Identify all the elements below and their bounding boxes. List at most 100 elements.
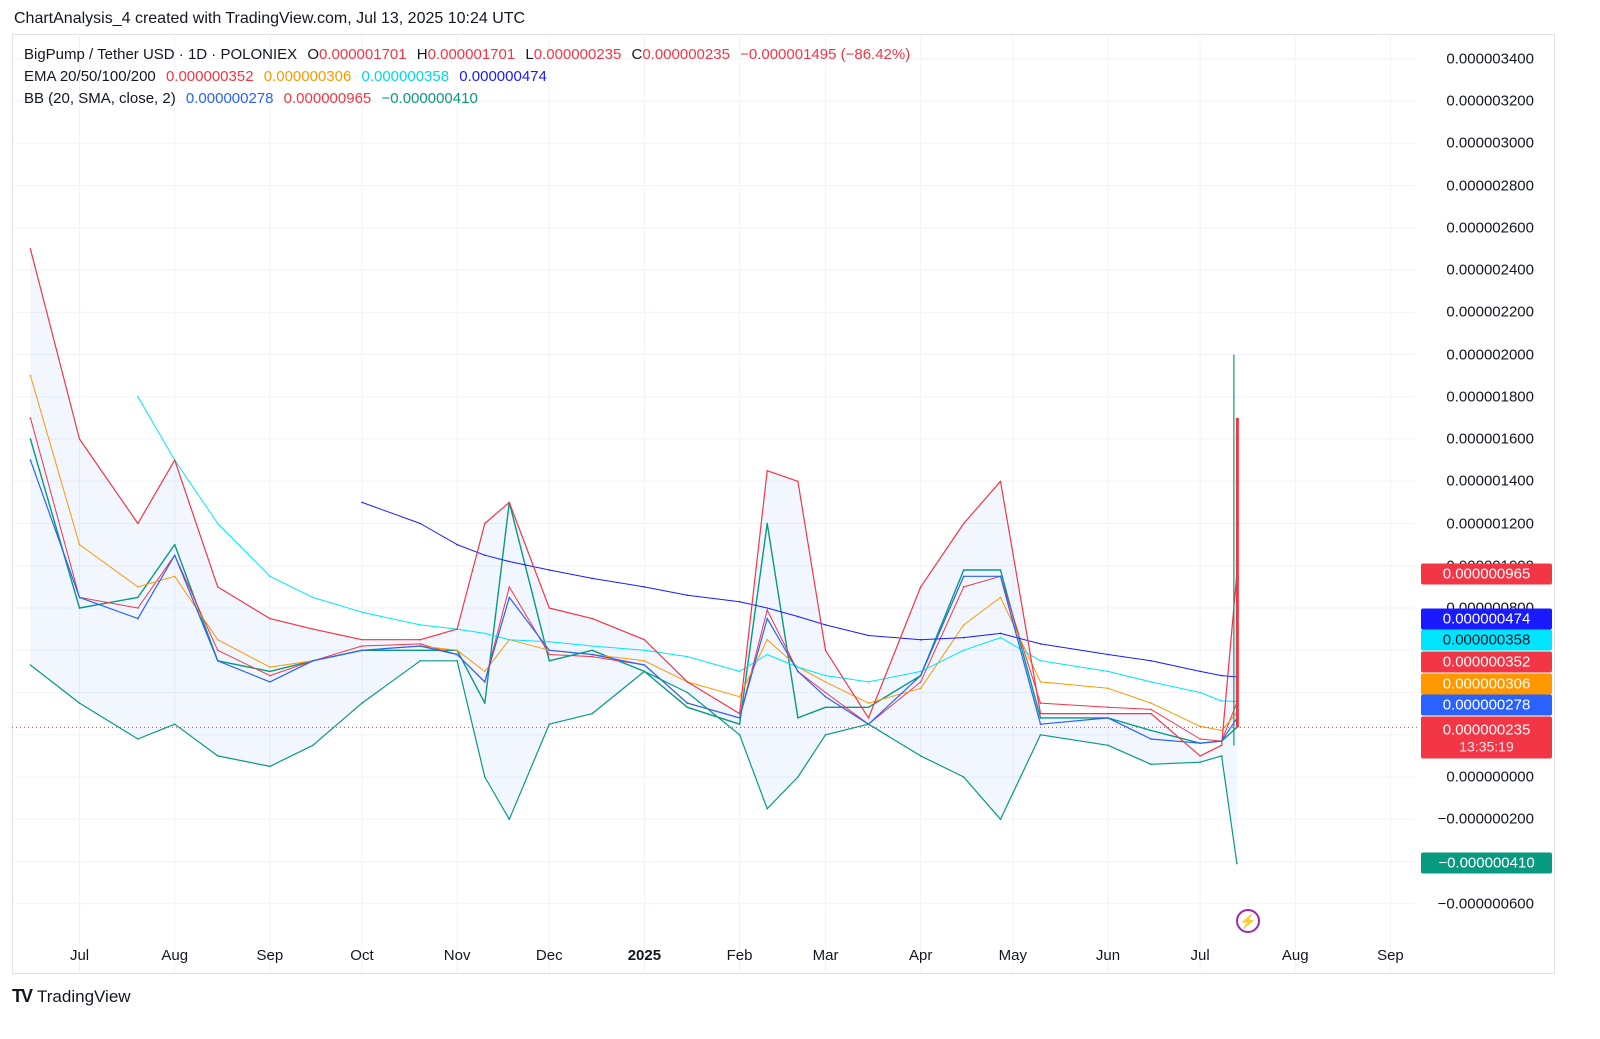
price-tag: 0.000000352 [1421,651,1552,673]
data-point-bb-upper [1150,712,1152,715]
data-point-ema-200 [686,594,689,597]
data-point-ema-100 [1220,700,1223,702]
data-point-bb-upper [1220,744,1223,747]
y-tick-label: 0.000003000 [1446,134,1534,152]
high-label: H0.000001701 [416,46,516,63]
data-point-bb-lower [312,744,314,747]
chart-caption: ChartAnalysis_4 created with TradingView… [14,10,526,27]
data-point-bb-basis [1039,723,1042,725]
data-point-ema-50 [999,596,1002,599]
data-point-bb-lower [361,702,363,704]
data-point-ema-50 [919,687,922,690]
data-point-bb-upper [1039,712,1042,715]
price-tag-label: 0.000000235 [1442,721,1531,738]
data-point-ema-20 [824,691,827,694]
tradingview-brand[interactable]: TV TradingView [12,986,131,1007]
y-tick-label: 0.000000000 [1446,768,1534,786]
data-point-bb-upper [962,522,965,525]
ema-label: EMA 20/50/100/200 [24,68,156,85]
price-tag-label: 0.000000474 [1442,610,1531,628]
series-line-price [29,438,1238,744]
data-point-ema-100 [137,396,139,398]
data-point-bb-upper [216,586,219,588]
data-point-bb-lower [1199,761,1201,763]
data-point-ema-100 [962,649,965,652]
bb-upper-value: 0.000000965 [283,90,372,107]
y-tick-label: 0.000001800 [1446,388,1534,406]
data-point-ema-50 [173,575,176,578]
x-tick-label: Jul [1190,947,1210,964]
data-point-ema-100 [1107,670,1109,673]
data-point-bb-lower [29,664,32,666]
data-point-ema-20 [919,681,922,683]
x-tick-label: Oct [350,947,374,964]
data-point-ema-200 [1150,660,1152,662]
data-point-bb-lower [1107,744,1109,747]
data-point-bb-basis [824,695,827,698]
data-point-bb-lower [137,738,139,740]
data-point-bb-lower [1150,763,1152,766]
data-point-ema-100 [361,611,363,613]
data-point-price [824,706,827,709]
data-point-bb-basis [78,596,81,599]
close-label: C0.000000235 [631,46,730,63]
price-tag-label: 0.000000965 [1442,565,1531,583]
symbol-label[interactable]: BigPump / Tether USD · 1D · POLONIEX [24,46,298,63]
ema-value-200: 0.000000474 [459,68,547,85]
data-point-ema-20 [548,653,551,656]
data-point-bb-basis [1107,717,1109,719]
data-point-ema-20 [1039,702,1042,704]
data-point-bb-basis [738,717,741,719]
data-point-bb-upper [508,501,511,504]
data-point-ema-100 [643,649,646,652]
price-tag: 0.000000358 [1421,629,1552,651]
data-point-bb-lower [173,723,176,725]
data-point-price [173,543,176,546]
data-point-bb-lower [548,723,551,725]
data-point-bb-lower [1236,862,1238,865]
x-tick-label: Jul [69,947,90,964]
legend-ema-row[interactable]: EMA 20/50/100/200 0.000000352 0.00000030… [24,68,553,85]
data-point-ema-200 [1199,670,1201,673]
lightning-bolt-icon[interactable]: ⚡ [1236,909,1260,933]
data-point-price [269,670,271,673]
legend-bb-row[interactable]: BB (20, SMA, close, 2) 0.000000278 0.000… [24,90,484,107]
data-point-ema-100 [1199,691,1201,694]
data-point-ema-100 [312,596,314,599]
data-point-ema-20 [508,586,511,588]
data-point-price [78,607,81,609]
data-point-ema-200 [643,586,646,588]
data-point-bb-lower [484,776,486,778]
data-point-bb-basis [548,649,551,652]
data-point-ema-50 [269,666,271,668]
data-point-bb-upper [29,248,32,250]
data-point-ema-50 [766,638,768,641]
data-point-ema-50 [962,624,965,626]
data-point-price [137,596,139,599]
price-tag-label: 0.000000358 [1442,631,1531,649]
price-tag: 0.000000235 13:35:19 [1421,716,1552,759]
data-point-bb-basis [419,645,422,647]
y-tick-label: −0.000000200 [1437,810,1534,828]
data-point-bb-basis [312,660,314,662]
data-point-ema-50 [1220,729,1223,732]
series-line-ema-100 [137,396,1237,702]
data-point-bb-upper [361,638,363,641]
data-point-bb-basis [643,664,646,666]
data-point-ema-20 [216,649,219,652]
data-point-price [962,569,965,571]
data-point-bb-lower [269,765,271,768]
data-point-ema-20 [29,417,32,419]
ema-value-20: 0.000000352 [165,68,254,85]
data-point-bb-upper [867,717,870,719]
data-point-ema-200 [1039,643,1042,645]
data-point-bb-basis [484,681,486,683]
price-tag-label: 0.000000352 [1442,653,1531,671]
data-point-ema-200 [919,638,922,641]
data-point-ema-100 [1039,660,1042,662]
data-point-bb-upper [1199,755,1201,757]
x-tick-label: Jun [1095,947,1121,964]
x-tick-label: Sep [256,947,284,964]
data-point-ema-100 [824,674,827,677]
